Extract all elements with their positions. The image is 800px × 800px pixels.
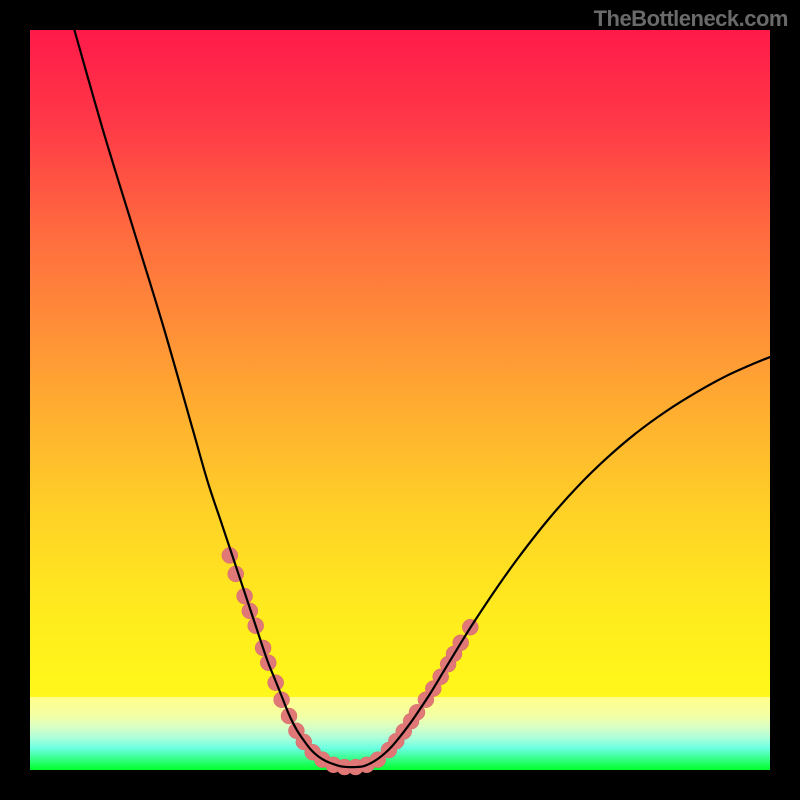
gradient-background	[30, 30, 770, 770]
bottleneck-curve-chart	[0, 0, 800, 800]
watermark-label: TheBottleneck.com	[594, 6, 788, 32]
chart-container: TheBottleneck.com	[0, 0, 800, 800]
